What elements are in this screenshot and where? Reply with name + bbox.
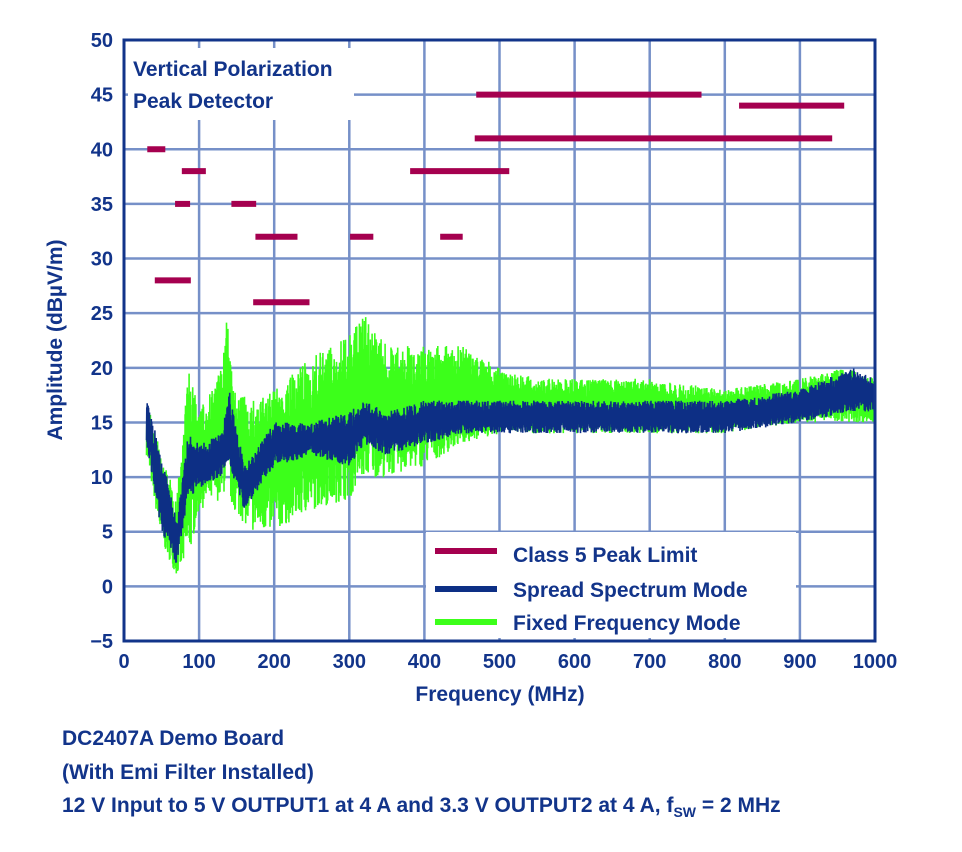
x-tick-label: 800	[708, 651, 741, 673]
legend-label-limit: Class 5 Peak Limit	[513, 544, 697, 567]
data-series	[145, 317, 876, 574]
x-tick-label: 1000	[853, 651, 898, 673]
y-tick-label: 50	[91, 30, 113, 52]
plot-frame	[122, 38, 877, 643]
footer-line-1: DC2407A Demo Board	[62, 727, 284, 750]
y-axis-label: Amplitude (dBµV/m)	[44, 239, 67, 440]
x-tick-label: 700	[633, 651, 666, 673]
x-axis-label: Frequency (MHz)	[415, 683, 584, 706]
y-tick-label: 15	[91, 412, 113, 434]
legend: Class 5 Peak Limit Spread Spectrum Mode …	[426, 532, 796, 638]
y-tick-label: 45	[91, 85, 113, 107]
y-tick-label: 5	[102, 522, 113, 544]
x-tick-label: 300	[333, 651, 366, 673]
y-tick-label: 40	[91, 139, 113, 161]
series-spread-spectrum	[145, 368, 876, 563]
y-tick-label: 20	[91, 358, 113, 380]
chart-title-line-1: Vertical Polarization	[133, 58, 333, 81]
legend-label-spread: Spread Spectrum Mode	[513, 579, 748, 602]
x-tick-label: 200	[258, 651, 291, 673]
x-tick-label: 100	[182, 651, 215, 673]
footer-line-3: 12 V Input to 5 V OUTPUT1 at 4 A and 3.3…	[62, 794, 781, 820]
y-tick-label: 35	[91, 194, 113, 216]
legend-label-fixed: Fixed Frequency Mode	[513, 612, 741, 635]
y-tick-label: 10	[91, 467, 113, 489]
y-tick-label: 30	[91, 249, 113, 271]
x-tick-label: 0	[118, 651, 129, 673]
y-tick-label: −5	[90, 631, 113, 653]
y-tick-label: 0	[102, 576, 113, 598]
footer-line-3-subscript: SW	[673, 804, 696, 820]
x-tick-label: 600	[558, 651, 591, 673]
footer-line-2: (With Emi Filter Installed)	[62, 761, 314, 784]
x-tick-label: 400	[408, 651, 441, 673]
x-tick-label: 900	[783, 651, 816, 673]
footer-line-3-main: 12 V Input to 5 V OUTPUT1 at 4 A and 3.3…	[62, 794, 674, 817]
tick-labels: 0 100 200 300 400 500 600 700 800 900 1000−5051015…	[90, 30, 897, 673]
x-tick-label: 500	[483, 651, 516, 673]
footer-line-3-end: = 2 MHz	[696, 794, 781, 817]
title-background	[128, 48, 354, 120]
y-tick-label: 25	[91, 303, 113, 325]
chart-title-line-2: Peak Detector	[133, 90, 273, 113]
limit-segments	[147, 91, 845, 306]
